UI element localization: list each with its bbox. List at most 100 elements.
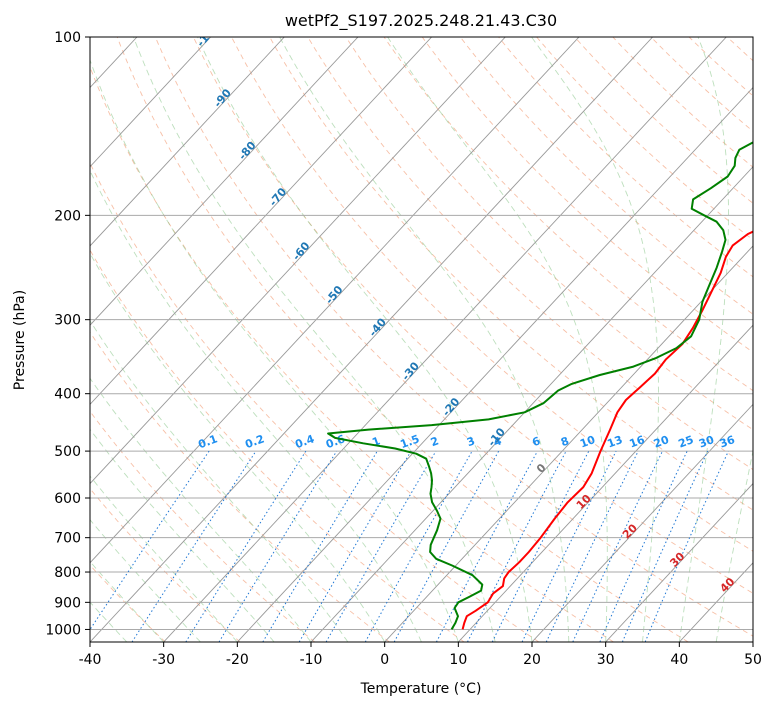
isotherm-line [605, 482, 753, 642]
moist-adiabat-line [279, 37, 570, 642]
mixing-ratio-label: 6 [531, 434, 543, 449]
isotherm-line [90, 37, 506, 485]
mixing-ratio-label: 0.4 [293, 432, 316, 451]
mixing-ratio-label: 1 [370, 434, 382, 449]
mixing-ratio-label: 25 [677, 433, 696, 450]
mixing-ratio-label: 10 [578, 433, 597, 451]
dry-adiabat-line [612, 37, 753, 168]
mixing-ratio-label: 1.5 [399, 432, 422, 451]
mixing-ratio-line [435, 450, 538, 642]
dry-adiabat-line [269, 37, 753, 511]
dry-adiabat-line [231, 37, 753, 552]
isotherm-line [310, 166, 753, 642]
y-axis: 100 200 300 400 500 600 700 800 900 1000 [45, 30, 90, 638]
dry-adiabat-line [90, 487, 241, 642]
x-axis-title: Temperature (°C) [360, 681, 482, 697]
y-tick-label: 200 [54, 208, 81, 224]
dry-adiabat-line [192, 37, 753, 594]
mixing-ratio-label: 8 [559, 434, 571, 449]
mixing-ratio-line [218, 450, 338, 642]
mixing-ratio-line [521, 450, 617, 642]
mixing-ratio-label: 3 [465, 434, 477, 449]
x-tick-label: 0 [380, 652, 389, 668]
dry-adiabat-line [498, 37, 753, 278]
mixing-ratio-line [131, 450, 257, 642]
dry-adiabat-line [90, 331, 390, 642]
mixing-ratio-label: 36 [718, 433, 737, 451]
plot-area: 0.10.20.40.611.52346810131620253036-100-… [90, 37, 753, 642]
temperature-profile-line [461, 230, 753, 630]
dry-adiabat-line [383, 37, 753, 392]
y-tick-label: 100 [54, 30, 81, 46]
y-tick-label: 1000 [45, 622, 81, 638]
moist-adiabat-line [133, 37, 496, 642]
mixing-ratio-line [491, 450, 590, 642]
y-tick-label: 700 [54, 531, 81, 547]
dry-adiabat-line [90, 65, 614, 642]
isotherm-line [531, 403, 753, 642]
isotherm-line [163, 37, 727, 642]
moist-adiabat-line [90, 169, 422, 642]
isotherm-line [237, 86, 753, 642]
mixing-ratio-line [364, 450, 473, 642]
background-lines [90, 37, 753, 642]
moist-adiabat-line [715, 448, 753, 642]
mixing-ratio-label: 0.6 [324, 432, 347, 451]
moist-adiabat-line [90, 58, 459, 642]
chart-title: wetPf2_S197.2025.248.21.43.C30 [285, 11, 557, 31]
moist-adiabat-line [678, 37, 729, 642]
moist-adiabat-line [90, 319, 349, 642]
dry-adiabat-line [90, 249, 465, 642]
mixing-ratio-line [621, 450, 709, 642]
mixing-ratio-label: 16 [628, 433, 647, 451]
y-tick-label: 400 [54, 387, 81, 403]
dry-adiabat-line [345, 37, 753, 431]
dewpoint-profile-line [327, 141, 753, 630]
x-tick-label: 30 [597, 652, 615, 668]
x-tick-label: 10 [449, 652, 467, 668]
isotherm-line [458, 324, 753, 642]
isotherm-line [90, 37, 285, 247]
dry-adiabat-line [307, 37, 753, 471]
plot-frame [89, 36, 754, 643]
moist-adiabat-line [387, 37, 608, 642]
y-tick-label: 300 [54, 313, 81, 329]
y-tick-label: 800 [54, 565, 81, 581]
mixing-ratio-label: 30 [697, 433, 716, 451]
dry-adiabat-line [459, 37, 753, 315]
x-tick-label: 50 [744, 652, 762, 668]
x-tick-label: 40 [670, 652, 688, 668]
isotherm-line [384, 245, 753, 642]
moist-adiabat-line [197, 37, 533, 642]
mixing-ratio-label: 13 [606, 433, 625, 450]
mixing-ratio-label: 0.2 [243, 432, 266, 451]
mixing-ratio-line [90, 450, 210, 631]
y-axis-title: Pressure (hPa) [12, 290, 28, 390]
y-tick-label: 900 [54, 595, 81, 611]
background-line-labels: 0.10.20.40.611.52346810131620253036-100-… [194, 37, 738, 595]
x-tick-label: -40 [79, 652, 102, 668]
isotherm-line [90, 37, 580, 564]
x-tick-label: -10 [300, 652, 323, 668]
isotherm-line [90, 37, 653, 642]
mixing-ratio-label: 0.1 [196, 432, 219, 451]
mixing-ratio-label: 2 [429, 434, 441, 449]
mixing-ratio-label: 20 [652, 433, 671, 451]
isotherm-line [90, 37, 432, 406]
mixing-ratio-label: 4 [492, 434, 504, 449]
dry-adiabat-line [574, 37, 753, 204]
x-tick-label: 20 [523, 652, 541, 668]
x-tick-label: -30 [152, 652, 175, 668]
y-tick-label: 500 [54, 444, 81, 460]
isotherm-line [90, 37, 359, 326]
moist-adiabat-line [531, 37, 659, 642]
mixing-ratio-line [185, 450, 307, 642]
dry-adiabat-line [90, 162, 540, 642]
dry-adiabat-line [421, 37, 753, 353]
mixing-ratio-line [644, 450, 729, 642]
mixing-ratio-line [393, 450, 500, 642]
sounding-profiles [327, 141, 753, 630]
isotherm-line [90, 37, 211, 168]
